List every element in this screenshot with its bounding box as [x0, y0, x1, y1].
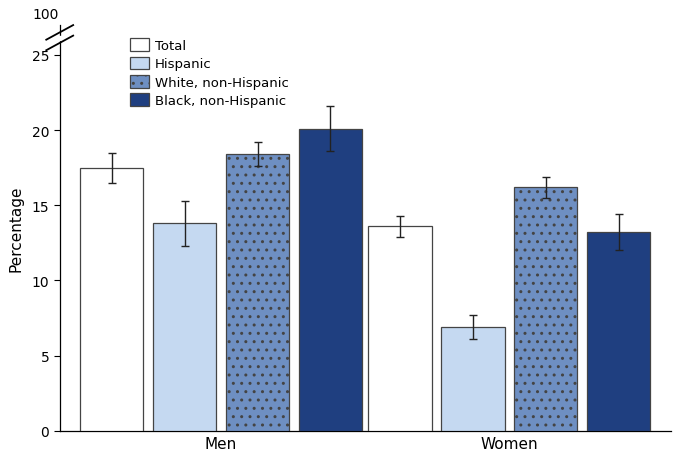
- Bar: [226, 155, 289, 431]
- Bar: [43, 37, 76, 40]
- Bar: [153, 224, 217, 431]
- Bar: [514, 188, 577, 431]
- Legend: Total, Hispanic, White, non-Hispanic, Black, non-Hispanic: Total, Hispanic, White, non-Hispanic, Bl…: [128, 36, 291, 111]
- Bar: [299, 129, 362, 431]
- Bar: [80, 168, 143, 431]
- Bar: [368, 227, 432, 431]
- Text: 100: 100: [33, 8, 59, 22]
- Y-axis label: Percentage: Percentage: [8, 185, 23, 272]
- Bar: [441, 327, 504, 431]
- Bar: [587, 233, 650, 431]
